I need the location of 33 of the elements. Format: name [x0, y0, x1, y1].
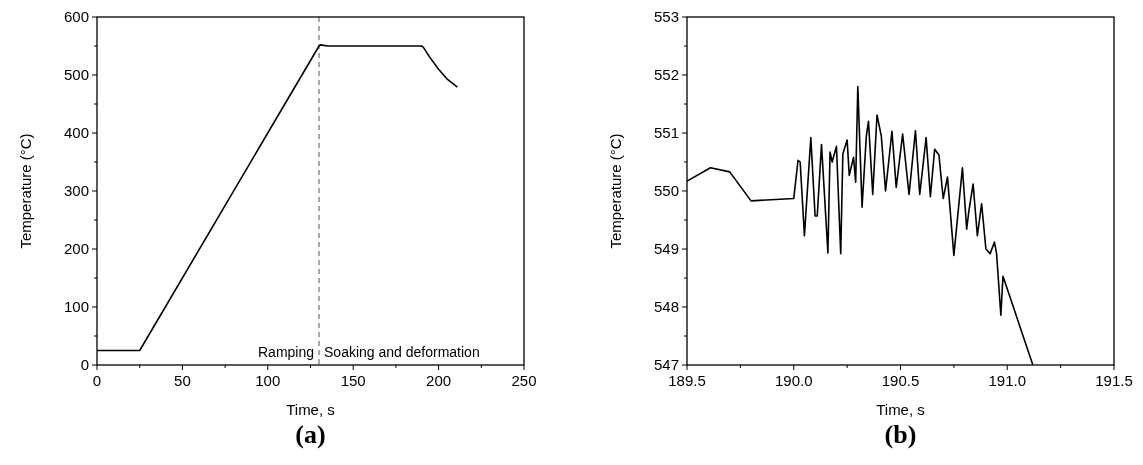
- y-tick-label: 400: [63, 124, 89, 141]
- y-tick-label: 547: [653, 356, 679, 373]
- y-tick-label: 500: [63, 66, 89, 83]
- text: (b): [884, 420, 917, 449]
- x-tick-label: 100: [255, 372, 281, 389]
- annotation: Ramping: [258, 344, 315, 360]
- y-tick-label: 600: [63, 8, 89, 25]
- y-tick-label: 549: [653, 240, 679, 257]
- y-tick-label: 551: [653, 124, 679, 141]
- y-tick-label: 300: [63, 182, 89, 199]
- x-tick-label: 190.5: [881, 372, 920, 389]
- y-axis-title: Temperature (°C): [607, 133, 624, 249]
- text: (a): [295, 420, 326, 449]
- x-axis-title: Time, s: [286, 401, 335, 418]
- y-tick-label: 548: [653, 298, 679, 315]
- x-tick-label: 189.5: [668, 372, 706, 389]
- y-tick-label: 552: [653, 66, 679, 83]
- x-tick-label: 150: [340, 372, 366, 389]
- x-tick-label: 250: [511, 372, 537, 389]
- y-tick-label: 100: [63, 298, 89, 315]
- y-tick-label: 200: [63, 240, 89, 257]
- x-tick-label: 191.5: [1095, 372, 1133, 389]
- x-tick-label: 50: [174, 372, 191, 389]
- x-tick-label: 0: [92, 372, 102, 389]
- x-tick-label: 200: [426, 372, 452, 389]
- x-tick-label: 191.0: [988, 372, 1027, 389]
- y-axis-title: Temperature (°C): [17, 133, 34, 249]
- annotation: Soaking and deformation: [324, 344, 480, 360]
- y-tick-label: 553: [653, 8, 679, 25]
- x-axis-title: Time, s: [876, 401, 925, 418]
- y-tick-label: 550: [653, 182, 679, 199]
- y-tick-label: 0: [80, 356, 89, 373]
- x-tick-label: 190.0: [774, 372, 813, 389]
